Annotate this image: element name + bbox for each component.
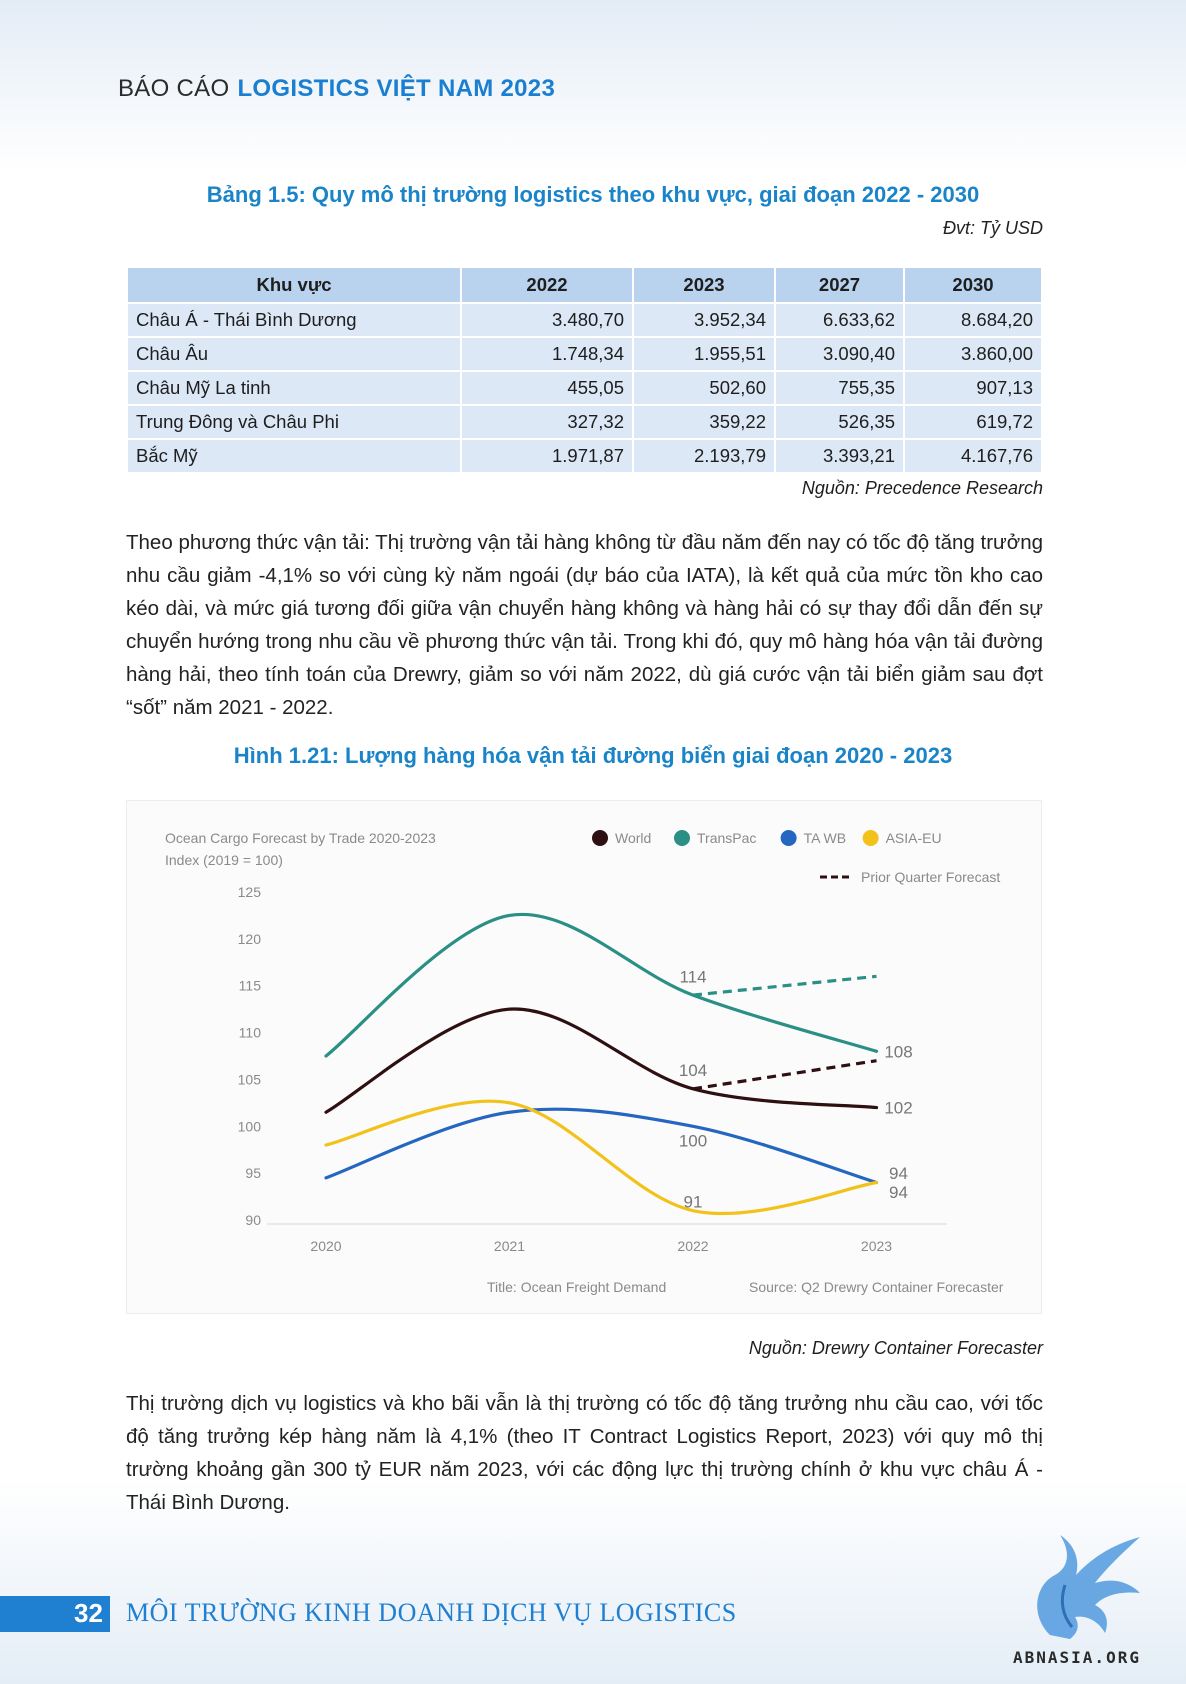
x-tick-label: 2021	[494, 1238, 525, 1254]
table-row: Bắc Mỹ 1.971,87 2.193,79 3.393,21 4.167,…	[128, 440, 1041, 472]
table-cell: 755,35	[776, 372, 903, 404]
y-tick-label: 120	[238, 931, 262, 947]
data-label: 94	[889, 1183, 908, 1202]
x-tick-label: 2022	[677, 1238, 708, 1254]
legend-label: TransPac	[697, 830, 756, 846]
column-header: 2023	[634, 268, 774, 302]
forecast-line	[692, 1059, 877, 1091]
table-cell: 1.955,51	[634, 338, 774, 370]
table-cell: 8.684,20	[905, 304, 1041, 336]
data-label: 114	[679, 967, 706, 986]
footer-title: MÔI TRƯỜNG KINH DOANH DỊCH VỤ LOGISTICS	[126, 1598, 737, 1627]
table-cell: 619,72	[905, 406, 1041, 438]
footer-bar	[0, 1596, 110, 1632]
data-label: 102	[884, 1099, 912, 1118]
forecast-line	[692, 974, 877, 997]
table-cell: 502,60	[634, 372, 774, 404]
data-label: 108	[884, 1042, 912, 1061]
chart-footer-source: Source: Q2 Drewry Container Forecaster	[749, 1279, 1004, 1295]
table-cell: 3.393,21	[776, 440, 903, 472]
chart-subtitle: Index (2019 = 100)	[165, 852, 283, 868]
legend-marker	[592, 830, 608, 846]
table-cell: 2.193,79	[634, 440, 774, 472]
table-cell: 4.167,76	[905, 440, 1041, 472]
table-row: Châu Á - Thái Bình Dương 3.480,70 3.952,…	[128, 304, 1041, 336]
y-tick-label: 100	[238, 1118, 262, 1134]
series-line-world	[324, 1007, 879, 1114]
table-cell: Châu Á - Thái Bình Dương	[128, 304, 460, 336]
column-header: Khu vực	[128, 268, 460, 302]
table-cell: Châu Âu	[128, 338, 460, 370]
y-tick-label: 105	[238, 1071, 262, 1087]
figure-source: Nguồn: Drewry Container Forecaster	[748, 1338, 1043, 1358]
table-cell: Châu Mỹ La tinh	[128, 372, 460, 404]
data-label: 104	[679, 1061, 707, 1080]
table-cell: 3.860,00	[905, 338, 1041, 370]
table-cell: 3.090,40	[776, 338, 903, 370]
table-cell: 526,35	[776, 406, 903, 438]
column-header: 2022	[462, 268, 632, 302]
table-source: Nguồn: Precedence Research	[801, 478, 1043, 498]
table-row: Châu Mỹ La tinh 455,05 502,60 755,35 907…	[128, 372, 1041, 404]
legend-label: World	[615, 830, 651, 846]
series-line-asia-eu	[324, 1099, 879, 1216]
table-cell: 327,32	[462, 406, 632, 438]
x-tick-label: 2020	[310, 1238, 341, 1254]
table-cell: Trung Đông và Châu Phi	[128, 406, 460, 438]
y-tick-label: 95	[245, 1165, 261, 1181]
paragraph-transport-mode: Theo phương thức vận tải: Thị trường vận…	[126, 531, 1043, 719]
y-tick-label: 110	[239, 1025, 262, 1041]
table-cell: 455,05	[462, 372, 632, 404]
legend-forecast-label: Prior Quarter Forecast	[861, 869, 1000, 885]
y-tick-label: 115	[239, 978, 262, 994]
table-cell: 1.971,87	[462, 440, 632, 472]
legend-marker	[674, 830, 690, 846]
data-label: 100	[679, 1131, 707, 1150]
y-tick-label: 125	[238, 884, 262, 900]
table-cell: 3.480,70	[462, 304, 632, 336]
chart-footer-title: Title: Ocean Freight Demand	[487, 1279, 666, 1295]
header-title: LOGISTICS VIỆT NAM 2023	[237, 75, 556, 102]
column-header: 2030	[905, 268, 1041, 302]
table-cell: 1.748,34	[462, 338, 632, 370]
y-tick-label: 90	[245, 1212, 261, 1228]
column-header: 2027	[776, 268, 903, 302]
table-row: Trung Đông và Châu Phi 327,32 359,22 526…	[128, 406, 1041, 438]
table-header-row: Khu vực 2022 2023 2027 2030	[128, 268, 1041, 302]
x-tick-label: 2023	[861, 1238, 892, 1254]
data-label: 94	[889, 1164, 908, 1183]
series-line-ta-wb	[324, 1107, 879, 1185]
header-prefix: BÁO CÁO	[118, 75, 230, 102]
chart-svg: Ocean Cargo Forecast by Trade 2020-2023 I…	[165, 830, 1004, 1295]
legend-label: TA WB	[804, 830, 847, 846]
logo-text: ABNASIA.ORG	[1013, 1648, 1141, 1667]
table-cell: 907,13	[905, 372, 1041, 404]
series-line-transpac	[324, 912, 879, 1058]
table-cell: 6.633,62	[776, 304, 903, 336]
page-number: 32	[74, 1598, 103, 1628]
data-label: 91	[684, 1192, 703, 1211]
table-row: Châu Âu 1.748,34 1.955,51 3.090,40 3.860…	[128, 338, 1041, 370]
table-cell: Bắc Mỹ	[128, 440, 460, 472]
report-header: BÁO CÁO LOGISTICS VIỆT NAM 2023	[118, 75, 555, 103]
table-cell: 3.952,34	[634, 304, 774, 336]
market-size-table: Khu vực 2022 2023 2027 2030 Châu Á - Thá…	[126, 266, 1043, 474]
ocean-cargo-chart: Ocean Cargo Forecast by Trade 2020-2023 I…	[126, 800, 1042, 1314]
legend-marker	[862, 830, 879, 846]
dragon-logo-icon	[1037, 1535, 1140, 1639]
chart-title: Ocean Cargo Forecast by Trade 2020-2023	[165, 830, 436, 846]
table-title: Bảng 1.5: Quy mô thị trường logistics th…	[206, 182, 980, 207]
legend-label: ASIA-EU	[886, 830, 942, 846]
legend-marker	[780, 830, 797, 846]
table-unit: Đvt: Tỷ USD	[942, 218, 1043, 238]
figure-title: Hình 1.21: Lượng hàng hóa vận tải đường …	[233, 743, 953, 768]
table-cell: 359,22	[634, 406, 774, 438]
paragraph-warehousing: Thị trường dịch vụ logistics và kho bãi …	[126, 1392, 1043, 1514]
